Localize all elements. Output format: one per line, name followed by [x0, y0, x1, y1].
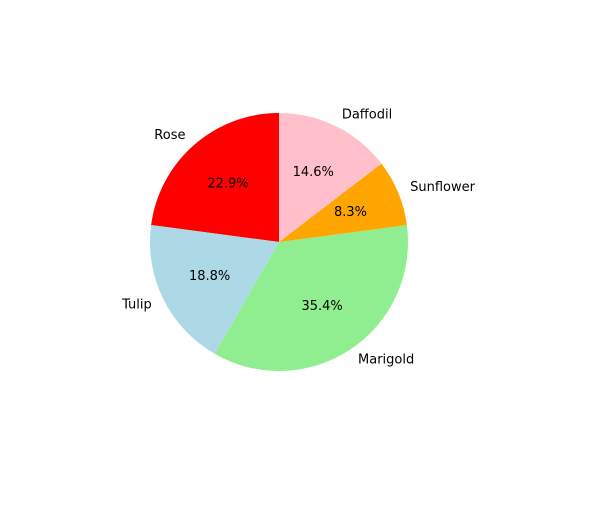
pie-label-marigold: Marigold — [358, 352, 414, 367]
pie-label-rose: Rose — [154, 128, 185, 143]
pie-percent-rose: 22.9% — [207, 176, 248, 191]
pie-slice-daffodil — [279, 112, 382, 242]
pie-label-tulip: Tulip — [121, 297, 152, 312]
pie-label-daffodil: Daffodil — [342, 107, 392, 122]
pie-labels: Rose 22.9% Tulip 18.8% Marigold 35.4% Sunflowe… — [121, 107, 476, 367]
pie-slice-sunflower — [279, 163, 407, 242]
pie-slices — [150, 112, 408, 371]
pie-percent-daffodil: 14.6% — [293, 165, 334, 180]
pie-percent-sunflower: 8.3% — [334, 205, 367, 220]
pie-percent-marigold: 35.4% — [301, 299, 342, 314]
pie-percent-tulip: 18.8% — [189, 269, 230, 284]
pie-label-sunflower: Sunflower — [410, 180, 476, 195]
pie-slice-tulip — [150, 225, 279, 354]
pie-slice-marigold — [214, 225, 408, 371]
pie-slice-rose — [151, 113, 279, 242]
